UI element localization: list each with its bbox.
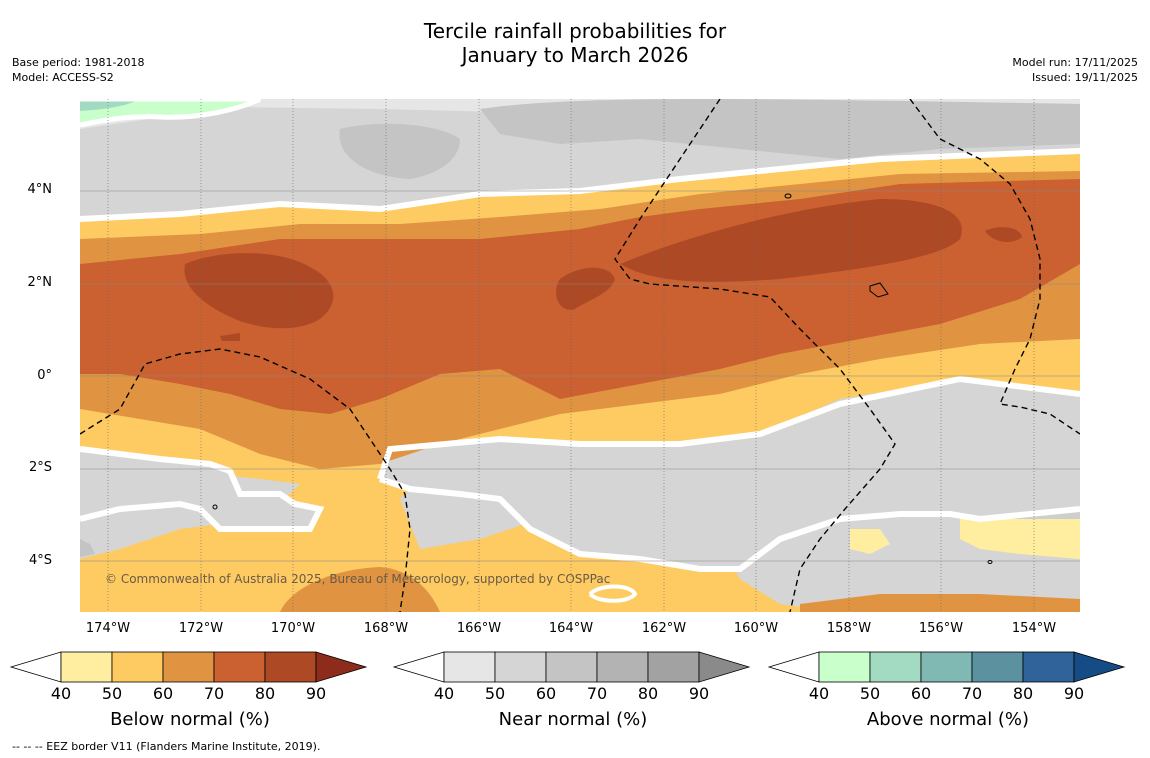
colorbar-tick-label: 70	[586, 684, 608, 703]
model-run: Model run: 17/11/2025	[1012, 56, 1138, 69]
colorbar-tick-label: 60	[910, 684, 932, 703]
lat-label: 2°S	[28, 460, 52, 475]
near-normal-title: Near normal (%)	[498, 709, 648, 730]
colorbar-segment	[869, 651, 922, 683]
colorbar-segment	[60, 651, 113, 683]
title-line-1: Tercile rainfall probabilities for	[423, 19, 727, 43]
below-normal-colorbar	[10, 651, 368, 683]
issued-date: Issued: 19/11/2025	[1031, 71, 1138, 84]
colorbar-tick-label: 90	[1063, 684, 1085, 703]
lon-label: 154°W	[1011, 621, 1057, 636]
island-outlines	[212, 193, 993, 564]
lon-label: 166°W	[456, 621, 502, 636]
colorbar-extend-low	[10, 651, 62, 683]
below-normal-80-region	[184, 253, 334, 329]
colorbar-tick-label: 40	[50, 684, 72, 703]
lon-label: 162°W	[641, 621, 687, 636]
copyright-notice: © Commonwealth of Australia 2025, Bureau…	[105, 572, 611, 586]
colorbar-extend-low	[393, 651, 445, 683]
colorbar-extend-high	[315, 651, 368, 683]
colorbar-tick-label: 50	[484, 684, 506, 703]
region-boundary	[588, 584, 638, 603]
colorbar-tick-label: 70	[961, 684, 983, 703]
eez-border	[80, 99, 1080, 612]
colorbar-tick-label: 50	[101, 684, 123, 703]
colorbar-extend-high	[698, 651, 751, 683]
lat-label: 2°N	[27, 275, 53, 290]
below-normal-title: Below normal (%)	[110, 709, 270, 730]
below-normal-80-region	[620, 199, 962, 282]
colorbar-segment	[443, 651, 496, 683]
lat-label: 0°	[37, 368, 52, 383]
eez-note: -- -- -- EEZ border V11 (Flanders Marine…	[12, 740, 321, 753]
colorbar-segment	[545, 651, 598, 683]
colorbar-tick-label: 90	[305, 684, 327, 703]
above-normal-title: Above normal (%)	[866, 709, 1030, 730]
near-normal-region	[380, 379, 1080, 569]
colorbar-tick-label: 80	[637, 684, 659, 703]
colorbar-segment	[596, 651, 649, 683]
below-normal-40-region	[850, 529, 890, 554]
colorbar-tick-label: 60	[152, 684, 174, 703]
colorbar-segment	[920, 651, 973, 683]
colorbar-tick-label: 90	[688, 684, 710, 703]
region-boundary	[80, 446, 325, 532]
region-boundary	[80, 148, 1080, 222]
rainfall-map	[80, 99, 1080, 612]
below-normal-40-region	[960, 519, 1080, 559]
coastline-island	[80, 539, 95, 557]
colorbar-tick-label: 80	[254, 684, 276, 703]
colorbar-extend-low	[768, 651, 820, 683]
colorbar-tick-label: 50	[859, 684, 881, 703]
colorbar-extend-high	[1073, 651, 1126, 683]
near-normal-60-region	[480, 99, 1080, 159]
lon-label: 156°W	[918, 621, 964, 636]
title-line-2: January to March 2026	[461, 43, 689, 67]
below-normal-60-region	[800, 594, 1080, 612]
colorbar-segment	[971, 651, 1024, 683]
lon-label: 164°W	[548, 621, 594, 636]
meta-left: Base period: 1981-2018 Model: ACCESS-S2	[12, 55, 144, 85]
base-period: Base period: 1981-2018	[12, 56, 145, 69]
lon-label: 174°W	[85, 621, 131, 636]
model-name: Model: ACCESS-S2	[12, 71, 114, 84]
lat-label: 4°N	[27, 182, 53, 197]
colorbar-segment	[162, 651, 215, 683]
below-normal-80-region	[985, 227, 1022, 242]
lon-label: 160°W	[733, 621, 779, 636]
colorbar-segment	[111, 651, 164, 683]
above-normal-colorbar	[768, 651, 1126, 683]
region-boundary	[80, 99, 262, 128]
below-normal-60-region	[280, 567, 440, 612]
colorbar-segment	[1022, 651, 1075, 683]
lon-label: 172°W	[178, 621, 224, 636]
region-boundary	[379, 476, 1080, 572]
colorbar-tick-label: 60	[535, 684, 557, 703]
colorbar-segment	[494, 651, 547, 683]
near-normal-colorbar	[393, 651, 751, 683]
lon-label: 158°W	[826, 621, 872, 636]
meta-right: Model run: 17/11/2025 Issued: 19/11/2025	[1012, 55, 1138, 85]
latitude-lines	[80, 190, 1080, 562]
region-boundary	[377, 375, 1080, 480]
colorbar-tick-label: 40	[433, 684, 455, 703]
colorbar-segment	[264, 651, 317, 683]
colorbar-tick-label: 40	[808, 684, 830, 703]
above-normal-50-region	[80, 99, 140, 111]
lon-label: 170°W	[270, 621, 316, 636]
colorbar-tick-label: 70	[203, 684, 225, 703]
map-title: Tercile rainfall probabilities for Janua…	[0, 19, 1150, 67]
below-normal-80-region	[555, 267, 615, 310]
lon-label: 168°W	[363, 621, 409, 636]
colorbar-segment	[213, 651, 266, 683]
colorbar-segment	[818, 651, 871, 683]
near-normal-60-region	[339, 123, 460, 179]
colorbar-tick-label: 80	[1012, 684, 1034, 703]
colorbar-segment	[647, 651, 700, 683]
above-normal-region	[80, 99, 260, 125]
lat-label: 4°S	[28, 553, 52, 568]
below-normal-80-region	[220, 333, 240, 341]
